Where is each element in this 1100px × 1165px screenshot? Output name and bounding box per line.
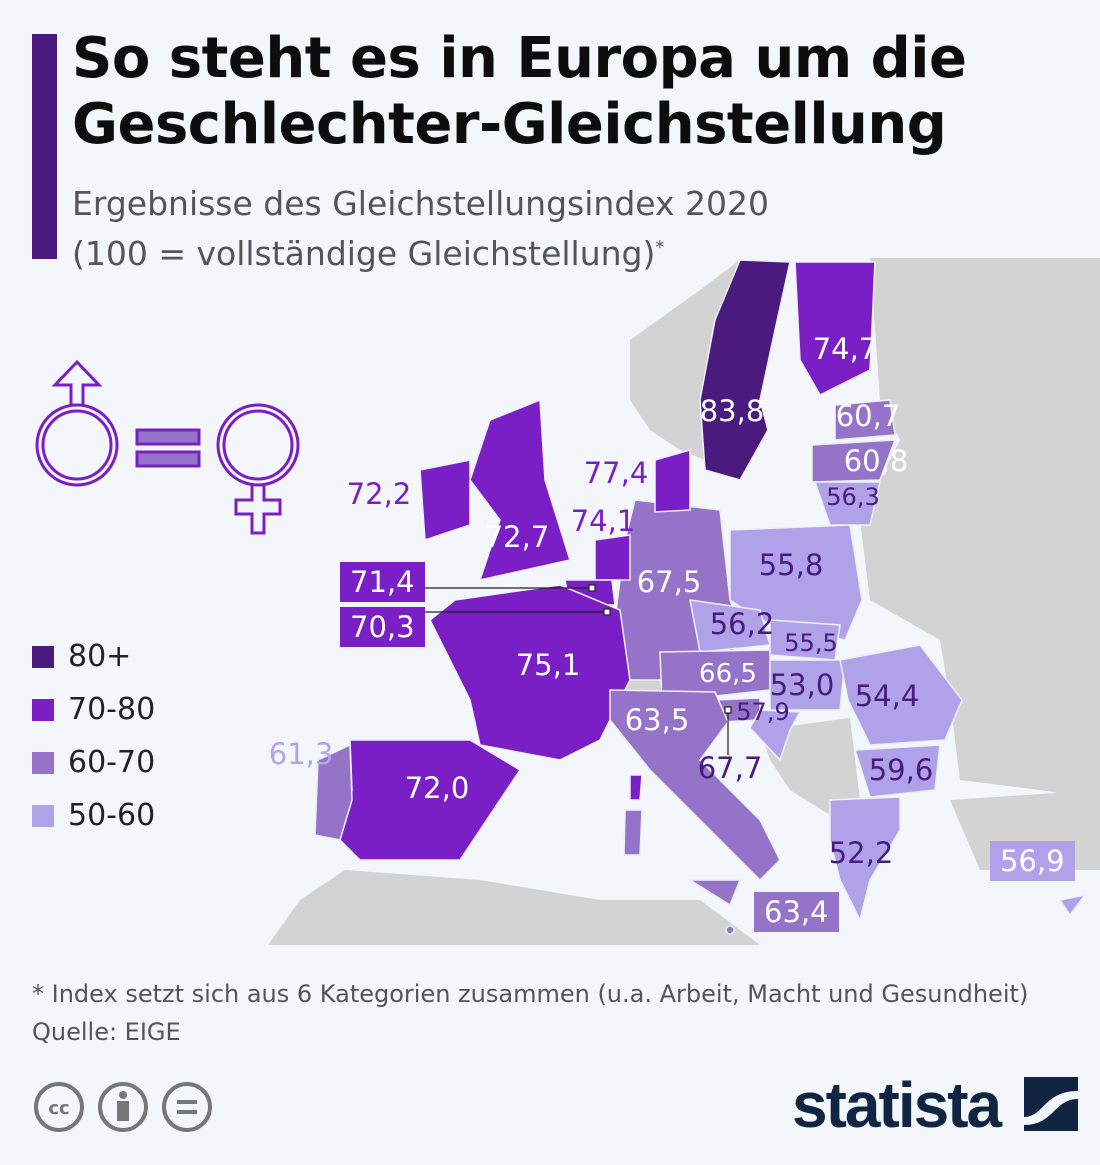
- country-estonia: [834, 399, 896, 441]
- value-label: 67,5: [636, 565, 702, 599]
- value-label: 55,8: [758, 548, 824, 582]
- country-lithuania: [813, 481, 881, 526]
- statista-logo[interactable]: statista: [792, 1068, 1078, 1142]
- country-uk: [469, 398, 571, 582]
- country-portugal: [314, 743, 353, 841]
- value-label: 75,1: [515, 648, 581, 682]
- non-eu-land: [268, 258, 1100, 945]
- page-title: So steht es in Europa um die Geschlechter…: [72, 26, 967, 157]
- value-label: 66,5: [699, 659, 757, 689]
- country-sweden: [699, 259, 791, 481]
- statista-logo-icon: [1023, 1077, 1078, 1131]
- country-ireland: [419, 459, 471, 542]
- footnote: * Index setzt sich aus 6 Kategorien zusa…: [32, 980, 1029, 1008]
- country-croatia: [749, 709, 802, 762]
- value-label: 60,7: [835, 399, 901, 433]
- value-label: 61,3: [268, 737, 334, 771]
- legend: 80+ 70-80 60-70 50-60: [32, 630, 155, 842]
- value-label: 63,5: [624, 703, 690, 737]
- cc-icon: cc: [34, 1082, 84, 1132]
- country-latvia: [811, 439, 897, 483]
- attribution-icon: [98, 1082, 148, 1132]
- country-romania: [839, 644, 963, 746]
- country-france: [429, 584, 631, 761]
- country-denmark: [654, 449, 691, 513]
- value-label: 56,2: [709, 607, 775, 641]
- accent-bar: [32, 34, 57, 259]
- gender-equality-symbol: [35, 359, 300, 535]
- value-label: 52,2: [828, 836, 894, 870]
- value-label: 74,1: [570, 504, 636, 538]
- country-sicily: [687, 879, 742, 907]
- no-derivatives-icon: [162, 1082, 212, 1132]
- country-italy: [609, 689, 781, 882]
- value-box: 63,4: [754, 892, 839, 932]
- legend-item: 50-60: [32, 789, 155, 842]
- value-label: 83,8: [699, 394, 765, 428]
- footer: * Index setzt sich aus 6 Kategorien zusa…: [32, 975, 1028, 1051]
- country-corsica: [629, 774, 643, 801]
- country-greece: [829, 796, 901, 923]
- value-label: 77,4: [583, 456, 649, 490]
- value-box: 70,3: [340, 607, 425, 647]
- value-box: 71,4: [340, 562, 425, 602]
- country-cyprus: [1058, 893, 1087, 917]
- svg-text:cc: cc: [48, 1098, 69, 1119]
- value-label: 57,9: [736, 698, 790, 726]
- source: Quelle: EIGE: [32, 1018, 181, 1046]
- country-netherlands: [594, 534, 631, 581]
- country-bulgaria: [853, 744, 941, 798]
- value-label: 56,3: [826, 483, 880, 511]
- value-label: 72,0: [404, 771, 470, 805]
- value-label: 72,7: [484, 520, 550, 554]
- leader-lines: [424, 584, 732, 755]
- subtitle: Ergebnisse des Gleichstellungsindex 2020…: [72, 184, 769, 273]
- legend-item: 70-80: [32, 683, 155, 736]
- value-label: 74,7: [812, 332, 878, 366]
- value-label: 72,2: [346, 477, 412, 511]
- value-label: 60,8: [843, 444, 909, 478]
- value-box: 56,9: [990, 841, 1075, 881]
- country-hungary: [769, 659, 846, 711]
- country-malta: [725, 925, 735, 935]
- value-label: 54,4: [854, 679, 920, 713]
- country-finland: [794, 261, 876, 396]
- value-label: 55,5: [784, 629, 838, 657]
- legend-item: 80+: [32, 630, 155, 683]
- legend-item: 60-70: [32, 736, 155, 789]
- country-sardinia: [623, 809, 643, 856]
- value-label: 53,0: [769, 668, 835, 702]
- value-label: 67,7: [697, 751, 763, 785]
- license-icons[interactable]: cc: [32, 1080, 214, 1134]
- value-label: 59,6: [868, 753, 934, 787]
